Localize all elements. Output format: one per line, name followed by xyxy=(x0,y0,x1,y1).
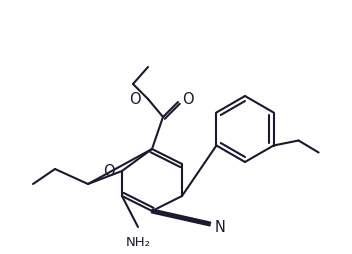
Text: O: O xyxy=(103,164,115,179)
Text: O: O xyxy=(130,92,141,107)
Text: N: N xyxy=(215,220,226,235)
Text: NH₂: NH₂ xyxy=(126,235,151,248)
Text: O: O xyxy=(182,91,194,106)
